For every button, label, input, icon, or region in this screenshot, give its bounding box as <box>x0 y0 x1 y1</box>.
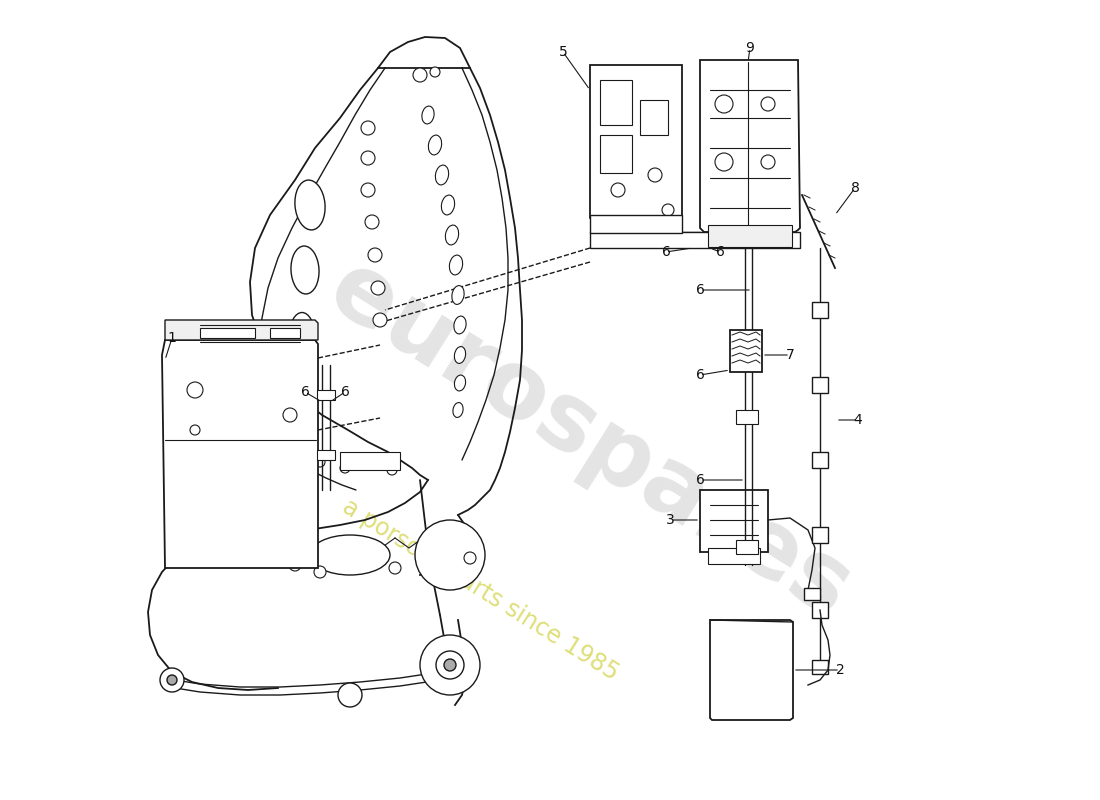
Text: eurospares: eurospares <box>312 242 868 638</box>
Text: a porsche parts since 1985: a porsche parts since 1985 <box>338 494 623 686</box>
Circle shape <box>389 562 402 574</box>
Ellipse shape <box>454 316 466 334</box>
Circle shape <box>662 204 674 216</box>
Circle shape <box>314 566 326 578</box>
Ellipse shape <box>422 106 435 124</box>
Circle shape <box>340 463 350 473</box>
Bar <box>730 330 762 372</box>
Ellipse shape <box>295 180 326 230</box>
Polygon shape <box>700 60 800 232</box>
Circle shape <box>761 155 776 169</box>
Polygon shape <box>162 340 318 568</box>
Bar <box>812 302 828 318</box>
Ellipse shape <box>436 165 449 185</box>
Text: 6: 6 <box>695 368 704 382</box>
Bar <box>812 452 828 468</box>
Text: 5: 5 <box>559 45 568 59</box>
Bar <box>812 377 828 393</box>
Bar <box>317 450 336 460</box>
Text: 3: 3 <box>666 513 674 527</box>
Circle shape <box>430 67 440 77</box>
Bar <box>812 602 828 618</box>
Text: 7: 7 <box>785 348 794 362</box>
Bar <box>700 490 768 552</box>
Circle shape <box>371 281 385 295</box>
Circle shape <box>373 313 387 327</box>
Circle shape <box>610 183 625 197</box>
Circle shape <box>283 408 297 422</box>
Circle shape <box>420 635 480 695</box>
Bar <box>270 328 300 338</box>
Circle shape <box>436 651 464 679</box>
Circle shape <box>761 97 776 111</box>
Text: 2: 2 <box>836 663 845 677</box>
Bar <box>317 390 336 400</box>
Bar <box>600 135 632 173</box>
Ellipse shape <box>289 377 311 419</box>
Circle shape <box>444 659 456 671</box>
Bar <box>600 80 632 125</box>
Ellipse shape <box>450 255 463 275</box>
Circle shape <box>190 425 200 435</box>
Bar <box>804 588 820 600</box>
Bar <box>200 328 255 338</box>
Ellipse shape <box>428 135 441 155</box>
Ellipse shape <box>454 346 465 363</box>
Bar <box>340 452 400 470</box>
Circle shape <box>365 215 380 229</box>
Ellipse shape <box>454 375 465 391</box>
Circle shape <box>187 382 204 398</box>
Text: 4: 4 <box>854 413 862 427</box>
Circle shape <box>361 183 375 197</box>
Circle shape <box>361 121 375 135</box>
Circle shape <box>160 668 184 692</box>
Polygon shape <box>590 65 682 222</box>
Polygon shape <box>710 620 793 720</box>
Ellipse shape <box>310 535 390 575</box>
Circle shape <box>289 559 301 571</box>
Circle shape <box>715 95 733 113</box>
Circle shape <box>368 248 382 262</box>
Bar <box>708 548 760 564</box>
Circle shape <box>464 552 476 564</box>
Circle shape <box>315 457 324 467</box>
Ellipse shape <box>452 286 464 305</box>
Circle shape <box>387 465 397 475</box>
Polygon shape <box>165 320 318 340</box>
Circle shape <box>415 520 485 590</box>
Text: 6: 6 <box>661 245 670 259</box>
Text: 8: 8 <box>850 181 859 195</box>
Ellipse shape <box>446 225 459 245</box>
Text: 6: 6 <box>300 385 309 399</box>
Text: 1: 1 <box>167 331 176 345</box>
Bar <box>736 410 758 424</box>
Ellipse shape <box>289 313 315 358</box>
Text: 6: 6 <box>341 385 350 399</box>
Bar <box>812 527 828 543</box>
Circle shape <box>338 683 362 707</box>
Ellipse shape <box>441 195 454 215</box>
Bar <box>590 215 682 233</box>
Text: 6: 6 <box>695 473 704 487</box>
Bar <box>640 100 668 135</box>
Bar <box>590 232 800 248</box>
Text: 9: 9 <box>746 41 755 55</box>
Text: 6: 6 <box>695 283 704 297</box>
Ellipse shape <box>453 402 463 418</box>
Circle shape <box>167 675 177 685</box>
Circle shape <box>365 457 375 467</box>
Text: 6: 6 <box>716 245 725 259</box>
Bar <box>708 225 792 247</box>
Bar <box>736 540 758 554</box>
Circle shape <box>715 153 733 171</box>
Ellipse shape <box>292 246 319 294</box>
Bar <box>812 660 828 674</box>
Circle shape <box>361 151 375 165</box>
Circle shape <box>412 68 427 82</box>
Circle shape <box>648 168 662 182</box>
